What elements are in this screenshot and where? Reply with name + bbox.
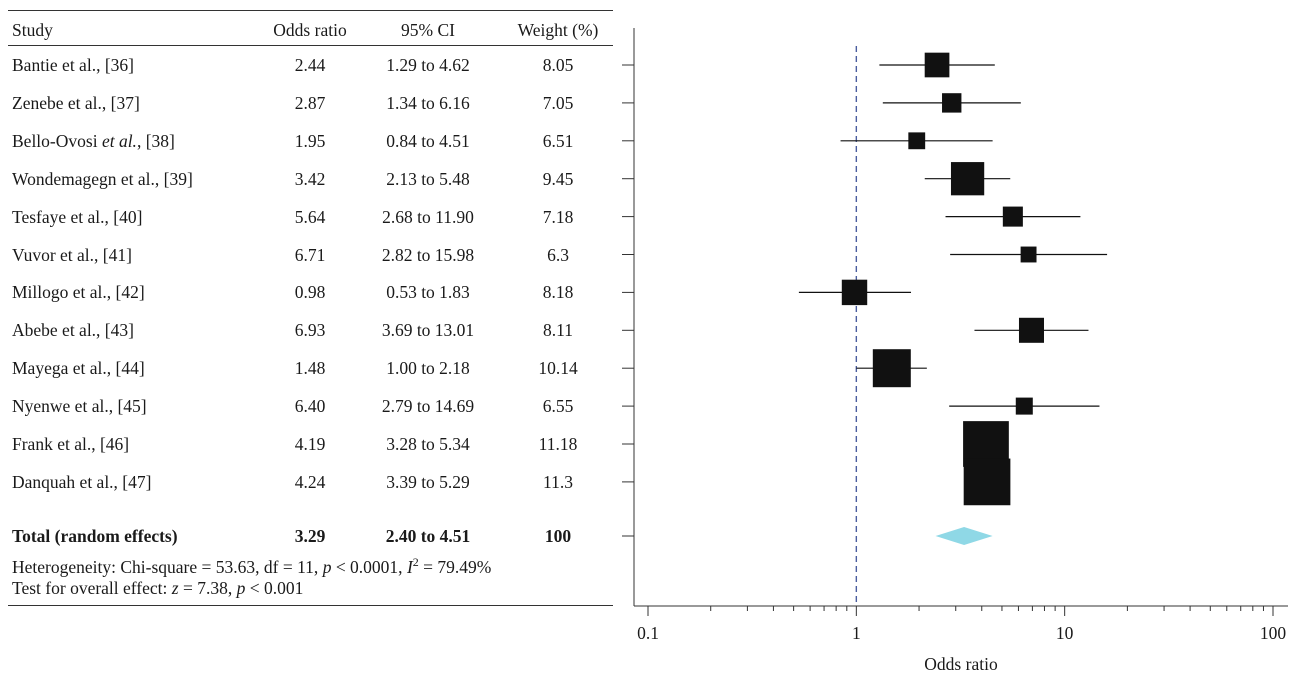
study-name-suffix: , [38]: [136, 130, 175, 151]
or-marker: [908, 132, 926, 150]
or-marker: [950, 162, 985, 196]
odds-ratio-cell: 4.24: [294, 471, 326, 492]
study-name: Danquah et al., [47]: [12, 471, 152, 492]
or-marker: [942, 93, 962, 113]
total-label: Total (random effects): [12, 526, 178, 546]
x-tick-label: 0.1: [637, 623, 659, 643]
total-odds-ratio: 3.29: [294, 526, 326, 546]
study-name: Zenebe et al., [37]: [12, 92, 140, 113]
ci-cell: 0.84 to 4.51: [386, 130, 470, 151]
study-name: Bello-Ovosi et al., [38]: [12, 131, 175, 151]
odds-ratio-cell: 6.71: [294, 244, 326, 265]
weight-cell: 6.55: [542, 396, 574, 417]
ci-cell: 3.28 to 5.34: [386, 434, 470, 454]
total-diamond: [935, 527, 993, 545]
ci-cell: 2.68 to 11.90: [382, 206, 474, 227]
study-name: Mayega et al., [44]: [12, 358, 145, 379]
odds-ratio-cell: 3.42: [294, 168, 326, 189]
study-name: Wondemagegn et al., [39]: [12, 168, 193, 189]
or-marker: [1015, 397, 1033, 415]
study-name: Vuvor et al., [41]: [12, 244, 132, 265]
row-ticks: [622, 64, 634, 537]
weight-cell: 11.3: [543, 471, 573, 492]
study-name: Millogo et al., [42]: [12, 282, 145, 303]
ci-cell: 1.34 to 6.16: [386, 92, 470, 113]
odds-ratio-cell: 0.98: [294, 282, 326, 303]
overall-effect-prefix: Test for overall effect:: [12, 578, 172, 598]
odds-ratio-cell: 4.19: [294, 434, 326, 454]
odds-ratio-cell: 6.40: [294, 396, 326, 417]
study-name: Abebe et al., [43]: [12, 320, 134, 341]
overall-effect-note: Test for overall effect: z = 7.38, p < 0…: [12, 578, 303, 598]
x-tick-label: 10: [1056, 623, 1074, 643]
total-ci: 2.40 to 4.51: [385, 526, 471, 546]
weight-cell: 7.05: [542, 92, 574, 113]
x-axis-title: Odds ratio: [924, 654, 998, 674]
odds-ratio-cell: 5.64: [294, 206, 326, 227]
study-name: Nyenwe et al., [45]: [12, 396, 147, 417]
heterogeneity-i-symbol: I: [406, 556, 413, 577]
odds-ratio-cell: 2.44: [294, 55, 326, 75]
heterogeneity-i-sup: 2: [412, 555, 419, 569]
table-header-rule: [8, 45, 613, 46]
ci-cell: 1.29 to 4.62: [386, 55, 470, 75]
heterogeneity-p-value: < 0.0001,: [331, 556, 407, 577]
study-name: Frank et al., [46]: [12, 434, 130, 454]
heterogeneity-p-symbol: p: [322, 556, 332, 577]
or-marker: [1018, 317, 1044, 343]
heterogeneity-note: Heterogeneity: Chi-square = 53.63, df = …: [12, 552, 491, 577]
header-odds-ratio: Odds ratio: [273, 20, 347, 40]
heterogeneity-i-value: = 79.49%: [418, 556, 492, 577]
ci-cell: 2.82 to 15.98: [381, 244, 475, 265]
overall-effect-p-symbol: p: [236, 578, 246, 598]
or-marker: [872, 349, 911, 388]
study-name: Bantie et al., [36]: [12, 55, 134, 75]
weight-cell: 11.18: [538, 434, 578, 454]
header-ci: 95% CI: [401, 20, 455, 40]
overall-effect-p-value: < 0.001: [245, 578, 304, 598]
study-markers: [798, 52, 1108, 545]
weight-cell: 8.18: [542, 282, 574, 303]
table-top-rule: [8, 10, 613, 11]
odds-ratio-cell: 1.95: [294, 130, 326, 151]
overall-effect-z-symbol: z: [171, 578, 179, 598]
weight-cell: 9.45: [542, 168, 574, 189]
ci-cell: 3.39 to 5.29: [386, 471, 470, 492]
study-name-italic: et al.: [101, 130, 137, 151]
x-major-ticks: 0.1 1 10 100: [637, 606, 1286, 643]
weight-cell: 6.3: [547, 244, 569, 265]
ci-cell: 0.53 to 1.83: [386, 282, 470, 303]
forest-table: Study Odds ratio 95% CI Weight (%) Banti…: [0, 0, 614, 676]
or-marker: [924, 52, 950, 78]
header-weight: Weight (%): [517, 20, 599, 40]
heterogeneity-prefix: Heterogeneity: Chi-square = 53.63, df = …: [12, 556, 323, 577]
weight-cell: 8.11: [543, 320, 573, 341]
ci-cell: 1.00 to 2.18: [386, 358, 470, 379]
or-marker: [963, 458, 1011, 506]
odds-ratio-cell: 1.48: [294, 358, 326, 379]
table-bottom-rule: [8, 605, 613, 606]
ci-cell: 3.69 to 13.01: [381, 320, 475, 341]
x-tick-label: 1: [852, 623, 861, 643]
total-weight: 100: [544, 526, 572, 546]
odds-ratio-cell: 2.87: [294, 92, 326, 113]
overall-effect-z-value: = 7.38,: [178, 578, 237, 598]
odds-ratio-cell: 6.93: [294, 320, 326, 341]
study-name-prefix: Bello-Ovosi: [12, 130, 102, 151]
or-marker: [1020, 246, 1037, 263]
weight-cell: 6.51: [542, 130, 574, 151]
weight-cell: 8.05: [542, 55, 574, 75]
ci-cell: 2.13 to 5.48: [386, 168, 470, 189]
or-marker: [1002, 206, 1023, 227]
weight-cell: 10.14: [538, 358, 578, 379]
x-tick-label: 100: [1260, 623, 1287, 643]
header-study: Study: [12, 20, 53, 40]
or-marker: [841, 279, 868, 306]
study-name: Tesfaye et al., [40]: [12, 206, 143, 227]
weight-cell: 7.18: [542, 206, 574, 227]
ci-cell: 2.79 to 14.69: [381, 396, 475, 417]
x-minor-ticks: [710, 606, 1264, 611]
